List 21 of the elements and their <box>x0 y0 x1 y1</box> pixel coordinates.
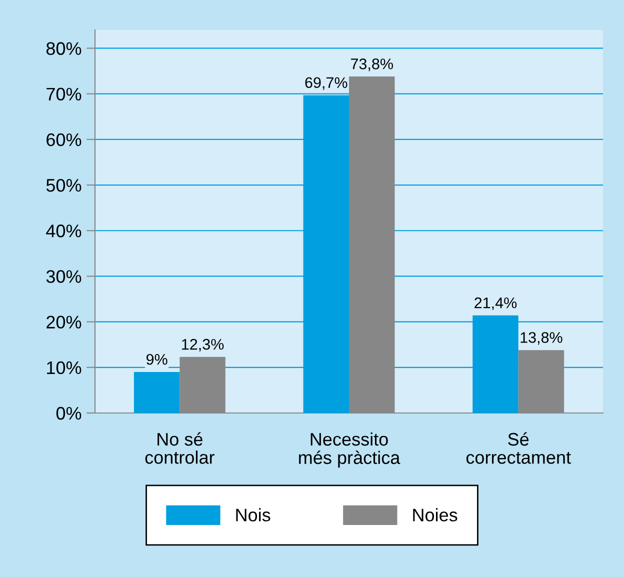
y-tick-label: 10% <box>47 361 82 374</box>
y-tick-label: 60% <box>46 133 82 146</box>
data-label: 69,7% <box>305 77 348 90</box>
legend-label: Nois <box>236 508 270 522</box>
data-label: 12,3% <box>182 338 224 352</box>
data-label: 13,8% <box>520 332 562 345</box>
x-tick-label: Sé correctament <box>466 432 571 464</box>
data-label: 21,4% <box>474 297 517 310</box>
data-label: 9% <box>146 354 168 365</box>
x-tick-label: Necessito més pràctica <box>299 432 400 468</box>
x-tick-label: No sé controlar <box>145 432 214 464</box>
data-label: 73,8% <box>350 58 393 72</box>
y-tick-label: 20% <box>46 316 82 329</box>
bar <box>134 372 180 413</box>
y-tick-label: 80% <box>46 42 82 55</box>
y-tick-label: 70% <box>46 88 82 101</box>
legend-label: Noies <box>413 508 458 522</box>
y-tick-label: 50% <box>46 178 82 192</box>
y-tick-label: 30% <box>46 270 82 283</box>
y-tick-label: 0% <box>56 406 82 420</box>
y-tick-label: 40% <box>46 224 82 238</box>
